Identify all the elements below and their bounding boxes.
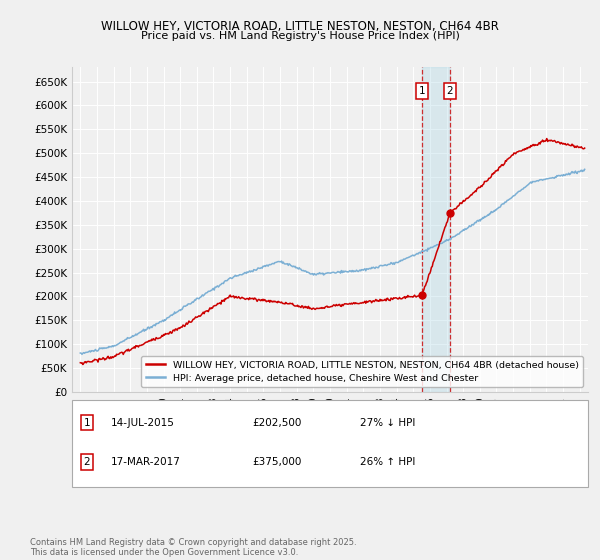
Text: 1: 1 [419,86,425,96]
Text: 2: 2 [83,457,91,467]
Text: 27% ↓ HPI: 27% ↓ HPI [360,418,415,428]
Text: 2: 2 [446,86,454,96]
Legend: WILLOW HEY, VICTORIA ROAD, LITTLE NESTON, NESTON, CH64 4BR (detached house), HPI: WILLOW HEY, VICTORIA ROAD, LITTLE NESTON… [142,356,583,388]
Text: Price paid vs. HM Land Registry's House Price Index (HPI): Price paid vs. HM Land Registry's House … [140,31,460,41]
Text: WILLOW HEY, VICTORIA ROAD, LITTLE NESTON, NESTON, CH64 4BR: WILLOW HEY, VICTORIA ROAD, LITTLE NESTON… [101,20,499,32]
Text: 14-JUL-2015: 14-JUL-2015 [111,418,175,428]
Text: £375,000: £375,000 [252,457,301,467]
Text: 17-MAR-2017: 17-MAR-2017 [111,457,181,467]
Bar [422,67,450,392]
Text: 26% ↑ HPI: 26% ↑ HPI [360,457,415,467]
Text: Contains HM Land Registry data © Crown copyright and database right 2025.
This d: Contains HM Land Registry data © Crown c… [30,538,356,557]
Text: £202,500: £202,500 [252,418,301,428]
Text: 1: 1 [83,418,91,428]
